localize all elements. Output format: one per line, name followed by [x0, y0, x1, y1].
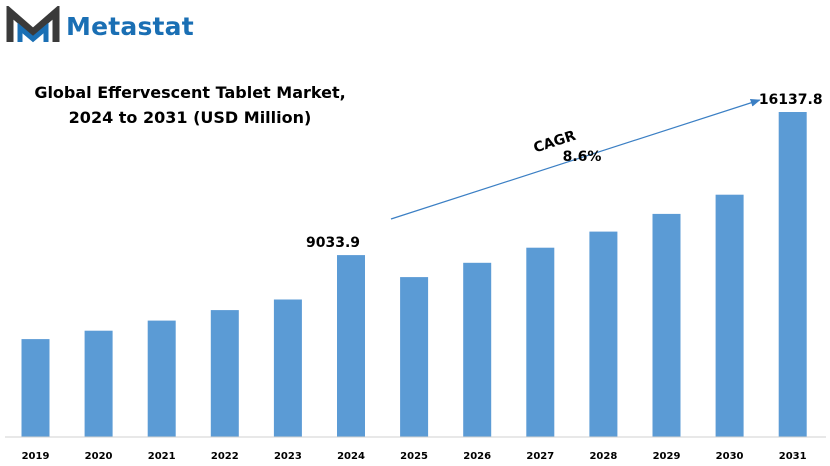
x-tick-label-2024: 2024 — [337, 451, 365, 462]
chart-title-line-2: 2024 to 2031 (USD Million) — [68, 108, 312, 127]
bar-2021 — [147, 320, 176, 437]
x-tick-label-2031: 2031 — [779, 451, 807, 462]
brand-name: Metastat — [66, 11, 194, 41]
metastat-m-logo-icon — [6, 6, 60, 43]
x-tick-label-2025: 2025 — [400, 451, 428, 462]
bar-2024 — [337, 255, 365, 437]
bar-2022 — [210, 310, 239, 437]
bar-2023 — [273, 299, 302, 437]
x-tick-label-2028: 2028 — [589, 451, 617, 462]
x-tick-label-2026: 2026 — [463, 451, 491, 462]
data-label-2024: 9033.9 — [306, 235, 360, 251]
x-tick-label-2029: 2029 — [653, 451, 681, 462]
brand-logo: Metastat — [6, 6, 194, 46]
data-label-2031: 16137.8 — [759, 92, 823, 108]
bar-2029 — [652, 213, 681, 437]
x-tick-label-2021: 2021 — [148, 451, 176, 462]
bar-2026 — [463, 262, 492, 437]
cagr-value: 8.6% — [563, 149, 602, 165]
bar-2028 — [589, 231, 618, 437]
x-tick-label-2023: 2023 — [274, 451, 302, 462]
x-tick-label-2027: 2027 — [526, 451, 554, 462]
cagr-arrow — [390, 98, 761, 220]
bar-2027 — [526, 247, 555, 437]
bar-2019 — [21, 339, 50, 437]
bar-2030 — [715, 194, 744, 437]
bar-2020 — [84, 330, 113, 437]
chart-title: Global Effervescent Tablet Market, 2024 … — [10, 80, 370, 130]
x-tick-label-2022: 2022 — [211, 451, 239, 462]
x-tick-label-2020: 2020 — [85, 451, 113, 462]
bar-2025 — [400, 277, 429, 437]
bar-2031 — [778, 112, 807, 437]
chart-title-line-1: Global Effervescent Tablet Market, — [34, 83, 346, 102]
x-tick-label-2030: 2030 — [716, 451, 744, 462]
x-tick-label-2019: 2019 — [22, 451, 50, 462]
